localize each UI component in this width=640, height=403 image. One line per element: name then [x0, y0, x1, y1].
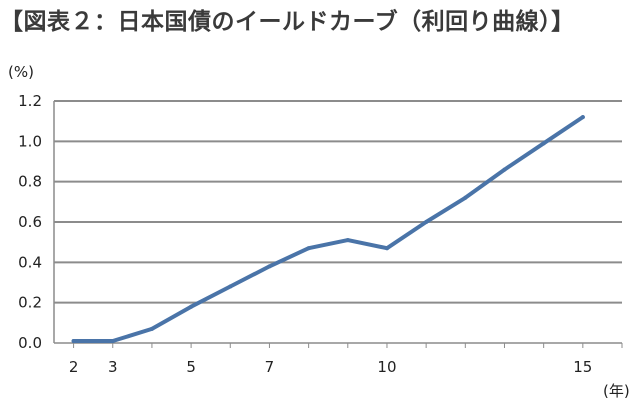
data-point	[149, 326, 154, 331]
x-tick-label: 10	[377, 358, 396, 376]
data-point	[345, 238, 350, 243]
data-point	[189, 304, 194, 309]
y-tick-label: 0.2	[18, 294, 42, 312]
chart-title: 【図表２：日本国債のイールドカーブ（利回り曲線）】	[0, 9, 575, 35]
data-point	[306, 246, 311, 251]
x-tick-label: 5	[186, 358, 196, 376]
x-tick-labels: 2 3 5 7 10 15	[69, 358, 593, 376]
x-tick-label: 15	[573, 358, 592, 376]
x-unit-label: (年)	[603, 382, 630, 400]
x-tick-label: 3	[108, 358, 118, 376]
y-tick-label: 0.4	[18, 253, 42, 271]
y-tick-label: 1.2	[18, 92, 42, 110]
y-tick-label: 1.0	[18, 132, 42, 150]
y-tick-label: 0.8	[18, 173, 42, 191]
data-point	[71, 338, 76, 343]
data-point	[267, 264, 272, 269]
y-tick-label: 0.0	[18, 334, 42, 352]
data-point	[424, 220, 429, 224]
data-point	[228, 284, 233, 289]
y-tick-label: 0.6	[18, 213, 42, 231]
x-tick-label: 7	[265, 358, 275, 376]
yield-series-line	[71, 115, 585, 343]
y-tick-labels: 0.0 0.2 0.4 0.6 0.8 1.0 1.2	[18, 92, 42, 352]
axes	[53, 101, 623, 348]
data-point	[502, 167, 507, 172]
data-point	[580, 115, 585, 120]
data-point	[541, 141, 546, 146]
grid-lines	[54, 100, 622, 304]
data-point	[384, 246, 389, 251]
x-tick-label: 2	[69, 358, 79, 376]
data-point	[110, 338, 115, 343]
series-layer	[71, 115, 585, 343]
y-unit-label: (%)	[8, 63, 34, 81]
data-point	[463, 195, 468, 200]
